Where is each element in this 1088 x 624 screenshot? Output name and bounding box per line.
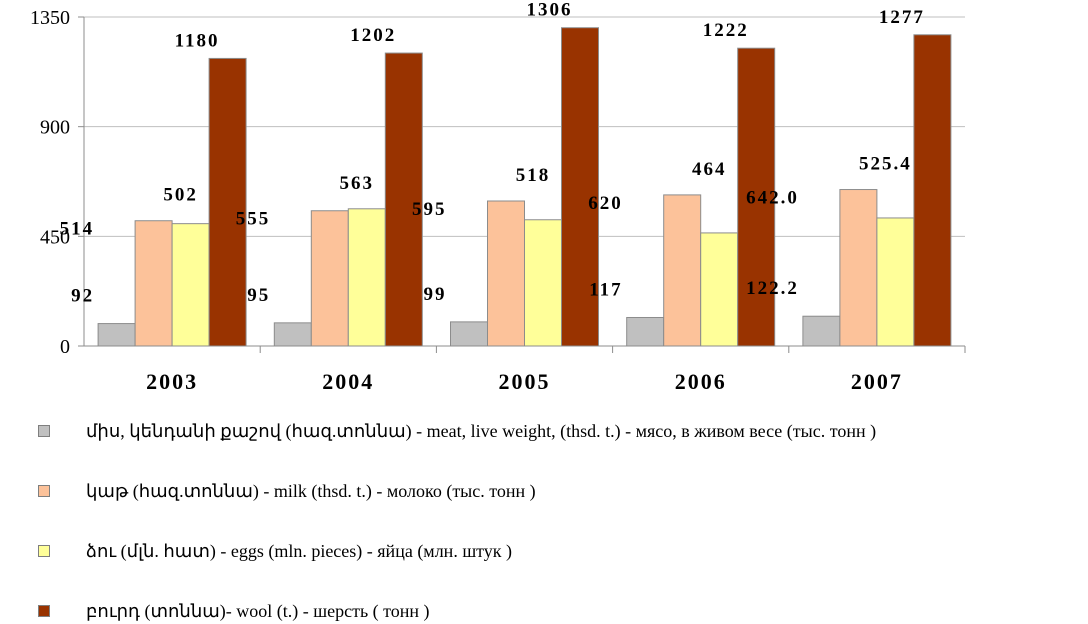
x-tick-label: 2004: [322, 369, 374, 394]
x-tick-label: 2007: [851, 369, 903, 394]
legend-swatch-meat: [38, 425, 50, 437]
data-label: 1222: [703, 20, 749, 41]
bar: [487, 200, 525, 347]
legend-label-meat: միս, կենդանի քաշով (հազ.տոննա) - meat, l…: [86, 420, 877, 441]
data-label: 95: [247, 285, 270, 306]
bar: [663, 194, 702, 347]
bar: [97, 323, 136, 347]
data-label: 464: [692, 159, 727, 180]
bar: [208, 57, 247, 347]
data-label: 502: [163, 185, 198, 206]
bar: [802, 315, 841, 347]
data-label: 1306: [527, 0, 573, 21]
data-label: 117: [589, 279, 622, 300]
bar: [347, 208, 386, 347]
y-tick-label: 0: [60, 336, 70, 358]
bar: [839, 189, 878, 347]
bar: [561, 27, 599, 347]
data-label: 99: [424, 284, 447, 305]
bar: [171, 223, 210, 347]
bar: [876, 217, 915, 347]
legend-item-milk: կաթ (հազ.տոննա) - milk (thsd. t.) - моло…: [38, 478, 536, 504]
bar: [524, 219, 562, 347]
legend-label-eggs: ձու (մլն. հատ) - eggs (mln. pieces) - яй…: [86, 540, 513, 561]
bar: [737, 47, 776, 347]
bar: [626, 316, 665, 347]
legend-swatch-eggs: [38, 545, 50, 557]
data-label: 563: [340, 173, 375, 194]
bar: [310, 210, 349, 347]
y-tick-label: 1350: [30, 7, 70, 29]
data-label: 1277: [879, 7, 925, 28]
data-label: 122.2: [746, 278, 799, 299]
bar: [450, 321, 488, 347]
data-label: 518: [516, 165, 551, 186]
data-label: 514: [60, 219, 95, 240]
data-label: 595: [412, 199, 447, 220]
legend-item-eggs: ձու (մլն. հատ) - eggs (mln. pieces) - яй…: [38, 538, 512, 564]
y-tick-label: 900: [40, 117, 70, 139]
x-tick-label: 2003: [146, 369, 198, 394]
bar: [273, 322, 312, 347]
data-label: 92: [71, 286, 94, 307]
legend-swatch-wool: [38, 605, 50, 617]
bar: [134, 220, 173, 347]
data-label: 620: [588, 193, 623, 214]
x-tick-label: 2006: [675, 369, 727, 394]
legend-label-wool: բուրդ (տոննա)- wool (t.) - шерсть ( тонн…: [86, 600, 430, 621]
data-label: 642.0: [746, 188, 799, 209]
bar: [384, 52, 423, 347]
legend-item-wool: բուրդ (տոննա)- wool (t.) - шерсть ( тонн…: [38, 598, 430, 624]
data-label: 1202: [350, 25, 396, 46]
legend-swatch-milk: [38, 485, 50, 497]
data-label: 525.4: [859, 154, 912, 175]
y-tick-label: 450: [40, 226, 70, 248]
data-label: 1180: [175, 30, 220, 51]
x-tick-label: 2005: [499, 369, 551, 394]
bar: [913, 34, 952, 347]
bar: [700, 232, 739, 347]
legend-label-milk: կաթ (հազ.տոննա) - milk (thsd. t.) - моло…: [86, 480, 536, 501]
bar-chart: 0 450 900 1350 2003 92 514 502 1180 2004 95 555 563 1…: [30, 0, 966, 394]
data-label: 555: [236, 209, 271, 230]
legend-item-meat: միս, կենդանի քաշով (հազ.տոննա) - meat, l…: [38, 418, 876, 444]
